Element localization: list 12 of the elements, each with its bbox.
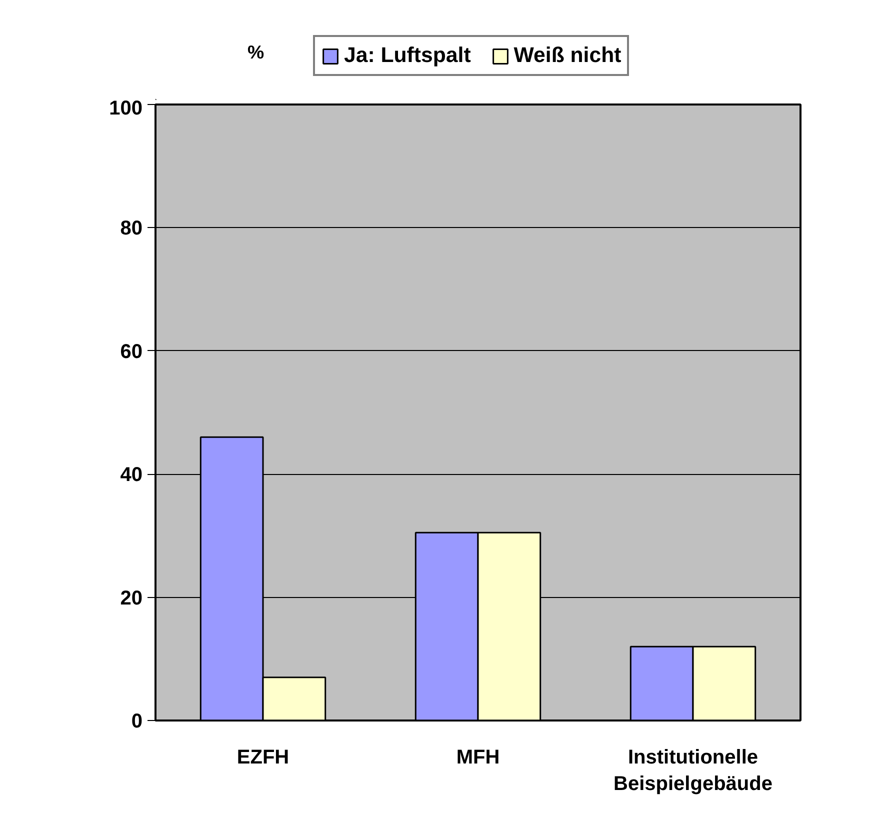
- y-tick-label: 60: [120, 340, 143, 363]
- y-tick-label: 100: [109, 98, 143, 120]
- y-tick-label: 80: [120, 218, 143, 240]
- y-tick-label: 40: [120, 464, 143, 486]
- y-tick-label: 0: [131, 710, 142, 732]
- legend-label: Ja: Luftspalt: [344, 43, 471, 68]
- legend-label: Weiß nicht: [514, 43, 622, 68]
- text: %: [248, 42, 264, 62]
- x-tick-label: EZFH: [236, 746, 290, 768]
- x-tick-label: Institutionelle Beispielgebäude: [614, 746, 772, 795]
- x-tick-label: MFH: [456, 746, 500, 768]
- y-tick-label: 20: [120, 587, 143, 610]
